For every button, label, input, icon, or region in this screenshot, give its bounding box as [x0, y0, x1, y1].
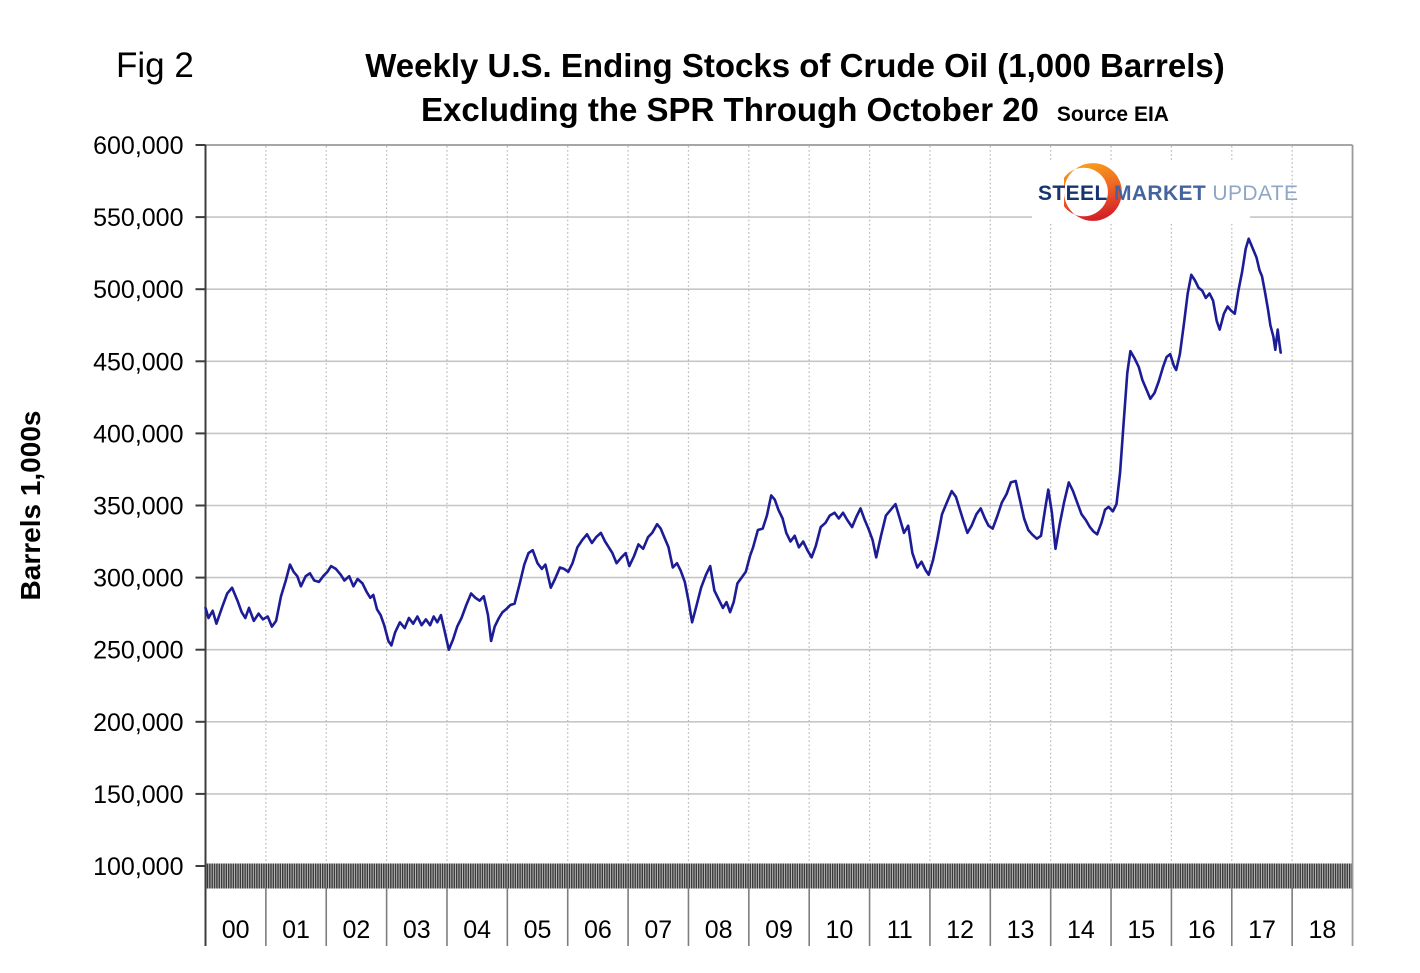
chart-title-line1: Weekly U.S. Ending Stocks of Crude Oil (… [365, 47, 1225, 84]
x-tick-label: 17 [1248, 916, 1276, 944]
chart-title-line2-text: Excluding the SPR Through October 20 [421, 90, 1039, 128]
x-tick-label: 13 [1007, 916, 1035, 944]
y-tick-label: 550,000 [93, 204, 183, 232]
crude-oil-stocks-line [204, 237, 1282, 652]
chart-title-line2: Excluding the SPR Through October 20 Sour… [210, 88, 1380, 132]
x-tick-label: 08 [705, 916, 733, 944]
x-tick-label: 14 [1067, 916, 1095, 944]
logo-word-steel: STEEL [1038, 182, 1108, 205]
data-series [204, 237, 1282, 652]
y-tick-label: 100,000 [93, 853, 183, 881]
x-tick-label: 04 [463, 916, 491, 944]
x-tick-label: 16 [1188, 916, 1216, 944]
source-label: Source EIA [1056, 102, 1169, 126]
y-tick-label: 200,000 [93, 709, 183, 737]
y-axis-title: Barrels 1,000s [15, 411, 46, 601]
x-tick-label: 09 [765, 916, 793, 944]
x-tick-label: 05 [524, 916, 552, 944]
logo-crescent-icon [1064, 163, 1122, 221]
figure-number: Fig 2 [116, 46, 194, 85]
logo-text: STEEL MARKET UPDATE [1038, 182, 1298, 206]
x-tick-label: 15 [1127, 916, 1155, 944]
x-tick-label: 10 [825, 916, 853, 944]
y-tick-label: 400,000 [93, 420, 183, 448]
x-tick-label: 18 [1308, 916, 1336, 944]
logo-word-market: MARKET [1113, 182, 1207, 205]
x-tick-label: 11 [887, 916, 913, 944]
axes [195, 144, 1354, 946]
y-tick-label: 600,000 [93, 132, 183, 160]
steel-market-update-logo: STEEL MARKET UPDATE [1032, 160, 1298, 224]
y-tick-label: 350,000 [93, 493, 183, 521]
x-tick-label: 01 [282, 916, 310, 944]
weekly-tick-band [205, 863, 1353, 889]
y-tick-label: 500,000 [93, 276, 183, 304]
x-tick-label: 00 [222, 916, 250, 944]
y-tick-label: 300,000 [93, 565, 183, 593]
x-tick-label: 07 [644, 916, 672, 944]
y-tick-label: 150,000 [93, 781, 183, 809]
x-tick-label: 02 [343, 916, 371, 944]
y-tick-label: 450,000 [93, 348, 183, 376]
logo-word-update: UPDATE [1212, 182, 1299, 205]
axis-labels: 600,000 550,000 500,000 450,000 400,000 350,0… [15, 132, 1336, 944]
y-tick-label: 250,000 [93, 637, 183, 665]
chart-header: Weekly U.S. Ending Stocks of Crude Oil (… [210, 44, 1380, 131]
x-tick-label: 12 [946, 916, 974, 944]
gridlines [196, 144, 1353, 867]
x-tick-label: 03 [403, 916, 431, 944]
x-tick-label: 06 [584, 916, 612, 944]
